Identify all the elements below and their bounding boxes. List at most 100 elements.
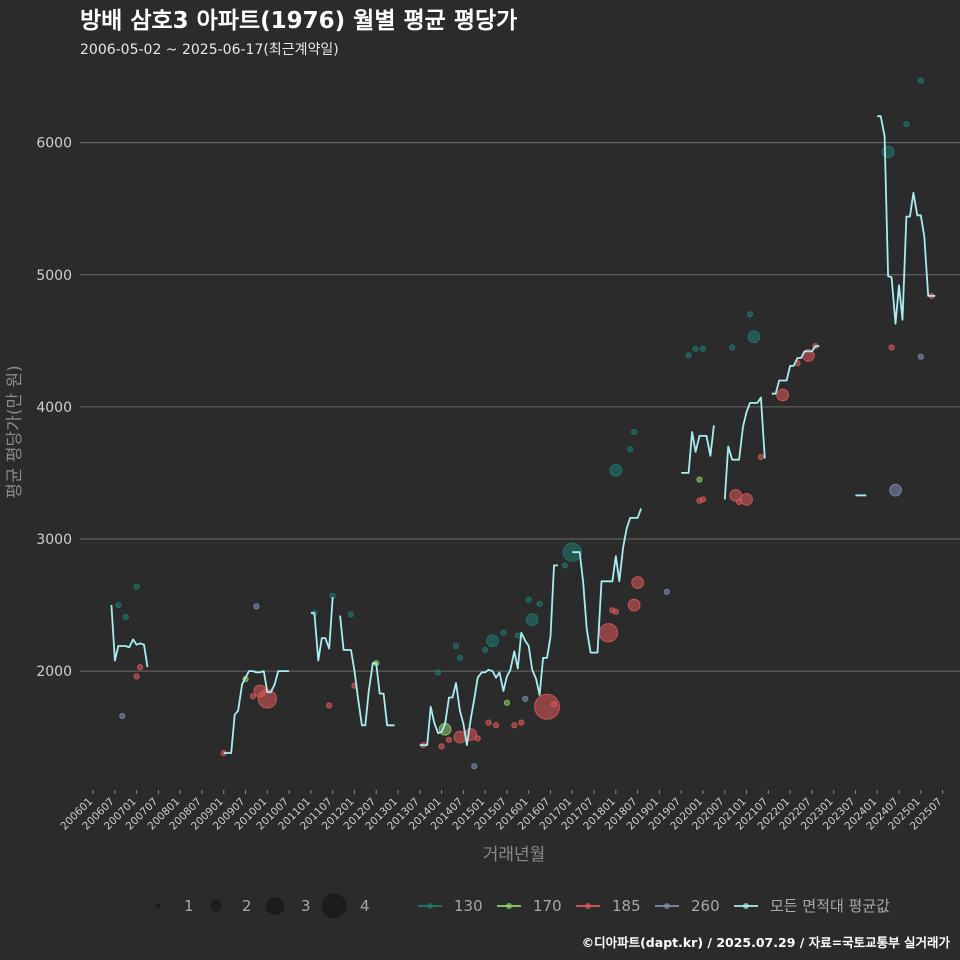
data-point-260 bbox=[663, 588, 670, 595]
data-point-130 bbox=[692, 345, 699, 352]
data-point-130 bbox=[747, 330, 761, 344]
legend-color-label: 185 bbox=[612, 897, 641, 915]
legend-swatch bbox=[506, 903, 512, 909]
legend-color-label: 170 bbox=[533, 897, 562, 915]
legend-size-label: 4 bbox=[360, 897, 370, 915]
legend-size-1 bbox=[155, 903, 161, 909]
data-point-185 bbox=[612, 608, 619, 615]
data-point-185 bbox=[474, 735, 481, 742]
legend-color-label: 260 bbox=[691, 897, 720, 915]
data-point-260 bbox=[522, 695, 529, 702]
average-line-segment bbox=[310, 597, 334, 662]
data-point-130 bbox=[452, 642, 460, 650]
y-tick-label: 2000 bbox=[36, 664, 72, 680]
y-tick-label: 4000 bbox=[36, 400, 72, 416]
average-line-segment bbox=[681, 425, 715, 474]
legend-swatch bbox=[427, 903, 433, 909]
y-tick-label: 3000 bbox=[36, 532, 72, 548]
data-point-185 bbox=[485, 719, 492, 726]
data-point-130 bbox=[482, 646, 489, 654]
data-point-130 bbox=[514, 632, 521, 639]
data-point-185 bbox=[326, 702, 333, 709]
chart-title: 방배 삼호3 아파트(1976) 월별 평균 평당가 bbox=[80, 8, 517, 34]
data-point-130 bbox=[627, 446, 634, 453]
average-line-segment bbox=[110, 604, 149, 668]
data-point-130 bbox=[609, 463, 623, 477]
y-gridlines bbox=[80, 142, 960, 672]
average-line-segment bbox=[419, 564, 558, 746]
data-point-130 bbox=[561, 562, 568, 569]
data-point-130 bbox=[115, 601, 122, 609]
data-point-185 bbox=[445, 736, 453, 743]
data-point-185 bbox=[511, 722, 518, 729]
data-point-260 bbox=[471, 763, 478, 770]
data-point-185 bbox=[438, 743, 445, 750]
data-point-130 bbox=[347, 611, 355, 618]
data-point-185 bbox=[699, 496, 707, 503]
y-axis-label: 평균 평당가(만 원) bbox=[5, 365, 25, 499]
data-point-260 bbox=[253, 603, 260, 610]
legend-size-label: 1 bbox=[184, 897, 194, 915]
chart-subtitle: 2006-05-02 ~ 2025-06-17(최근계약일) bbox=[80, 42, 339, 58]
data-point-185 bbox=[492, 722, 500, 729]
legend: 1 2 3 4 130 170 185 260 모든 면적대 평균값 bbox=[155, 893, 890, 919]
data-point-130 bbox=[486, 634, 499, 648]
legend-color-label: 모든 면적대 평균값 bbox=[770, 897, 890, 915]
average-line bbox=[110, 115, 936, 754]
data-point-185 bbox=[137, 664, 144, 671]
data-point-130 bbox=[685, 352, 692, 359]
average-line-segment bbox=[223, 670, 290, 754]
data-point-130 bbox=[500, 629, 507, 636]
data-point-260 bbox=[889, 483, 902, 497]
y-tick-label: 5000 bbox=[36, 268, 72, 284]
average-line-segment bbox=[339, 615, 395, 727]
data-point-130 bbox=[917, 77, 924, 84]
average-line-segment bbox=[877, 115, 936, 325]
legend-size-label: 3 bbox=[301, 897, 311, 915]
data-point-130 bbox=[525, 596, 532, 603]
legend-size-2 bbox=[210, 900, 222, 912]
average-line-segment bbox=[771, 345, 820, 395]
data-point-130 bbox=[903, 121, 910, 128]
legend-color-label: 130 bbox=[454, 897, 483, 915]
data-point-130 bbox=[456, 654, 463, 661]
data-point-260 bbox=[119, 712, 126, 720]
data-point-130 bbox=[699, 345, 707, 352]
data-point-130 bbox=[434, 669, 442, 676]
data-point-185 bbox=[740, 492, 753, 506]
average-line-segment bbox=[723, 396, 766, 500]
y-tick-label: 6000 bbox=[36, 136, 72, 152]
legend-swatch bbox=[585, 903, 591, 909]
legend-swatch bbox=[743, 903, 749, 909]
legend-size-3 bbox=[265, 896, 285, 916]
data-point-185 bbox=[631, 576, 645, 589]
data-point-130 bbox=[881, 145, 895, 159]
data-point-130 bbox=[536, 600, 543, 607]
average-line-segment bbox=[572, 508, 642, 654]
legend-size-label: 2 bbox=[242, 897, 252, 915]
data-point-185 bbox=[534, 693, 561, 720]
data-point-130 bbox=[631, 428, 638, 436]
data-point-130 bbox=[562, 542, 582, 562]
x-tick-labels: 2006012006072007012007072008012008072009… bbox=[58, 790, 945, 832]
legend-swatch bbox=[664, 903, 670, 909]
data-point-185 bbox=[249, 693, 257, 700]
chart-caption: ©디아파트(dapt.kr) / 2025.07.29 / 자료=국토교통부 실… bbox=[582, 935, 951, 950]
data-point-130 bbox=[746, 311, 754, 318]
data-point-130 bbox=[133, 583, 140, 590]
data-point-185 bbox=[518, 719, 525, 726]
data-points bbox=[115, 77, 935, 770]
data-point-130 bbox=[729, 344, 736, 351]
data-point-185 bbox=[776, 388, 790, 402]
data-point-185 bbox=[598, 623, 619, 643]
data-point-185 bbox=[550, 701, 558, 708]
x-axis-label: 거래년월 bbox=[483, 845, 546, 865]
data-point-130 bbox=[122, 613, 129, 621]
y-tick-labels: 2000 3000 4000 5000 6000 bbox=[36, 136, 72, 680]
data-point-170 bbox=[696, 476, 703, 483]
data-point-185 bbox=[133, 673, 140, 680]
data-point-185 bbox=[757, 453, 765, 461]
data-point-170 bbox=[503, 699, 511, 706]
data-point-185 bbox=[627, 598, 641, 612]
